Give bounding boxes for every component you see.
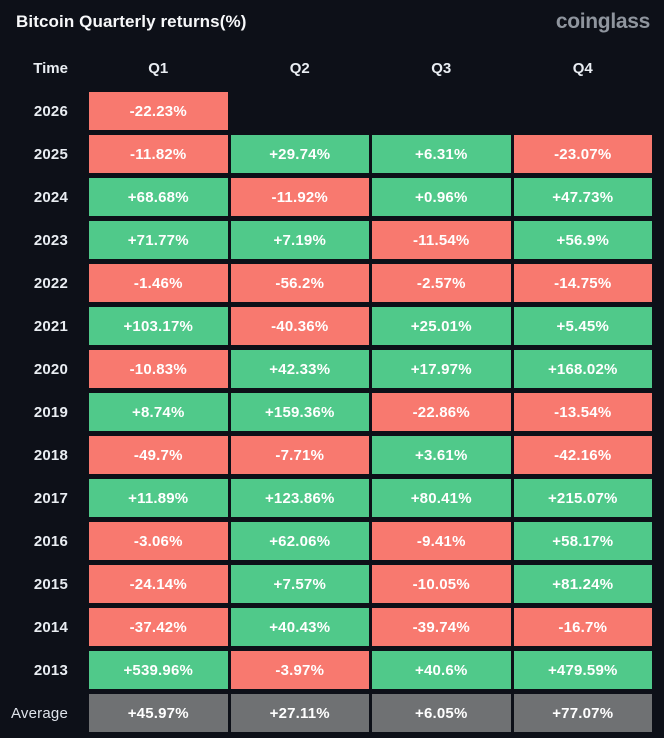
cell-2020-q2: +42.33% [230, 350, 369, 388]
cell-2019-q3: -22.86% [372, 393, 511, 431]
row-label-2024: 2024 [33, 188, 68, 206]
cell-2026-q3-empty [372, 92, 511, 130]
cell-2013-q4: +479.59% [513, 651, 652, 689]
cell-2013-q2: -3.97% [230, 651, 369, 689]
cell-2022-q1: -1.46% [89, 264, 228, 302]
cell-2014-q1: -37.42% [89, 608, 228, 646]
row-label-2025: 2025 [33, 145, 68, 163]
row-label-2020: 2020 [33, 360, 68, 378]
row-label-2015: 2015 [33, 575, 68, 593]
cell-2018-q3: +3.61% [372, 436, 511, 474]
coinglass-logo: coinglass [555, 9, 650, 33]
cell-2019-q4: -13.54% [513, 393, 652, 431]
cell-2017-q3: +80.41% [372, 479, 511, 517]
cell-2018-q2: -7.71% [230, 436, 369, 474]
row-label-2013: 2013 [33, 661, 68, 679]
page-title: Bitcoin Quarterly returns(%) [16, 11, 247, 31]
cell-2020-q3: +17.97% [372, 350, 511, 388]
cell-2017-q4: +215.07% [513, 479, 652, 517]
cell-2014-q4: -16.7% [513, 608, 652, 646]
cell-2021-q3: +25.01% [372, 307, 511, 345]
cell-2015-q4: +81.24% [513, 565, 652, 603]
column-header-time: Time [33, 59, 68, 77]
cell-2014-q2: +40.43% [230, 608, 369, 646]
cell-2021-q4: +5.45% [513, 307, 652, 345]
column-header-q3: Q3 [431, 59, 452, 77]
cell-2017-q1: +11.89% [89, 479, 228, 517]
cell-2023-q4: +56.9% [513, 221, 652, 259]
cell-2019-q1: +8.74% [89, 393, 228, 431]
column-header-q1: Q1 [148, 59, 169, 77]
cell-2021-q1: +103.17% [89, 307, 228, 345]
cell-2024-q4: +47.73% [513, 178, 652, 216]
row-label-average: Average [11, 704, 68, 722]
row-label-2023: 2023 [33, 231, 68, 249]
row-label-2014: 2014 [33, 618, 68, 636]
cell-2020-q1: -10.83% [89, 350, 228, 388]
cell-average-q1: +45.97% [89, 694, 228, 732]
row-label-2022: 2022 [33, 274, 68, 292]
cell-2019-q2: +159.36% [230, 393, 369, 431]
cell-2020-q4: +168.02% [513, 350, 652, 388]
quarterly-returns-table: Time Q1 Q2 Q3 Q4 2026 -22.23% 2025 -11.82% +29.74… [0, 54, 652, 732]
row-label-2021: 2021 [33, 317, 68, 335]
cell-2023-q1: +71.77% [89, 221, 228, 259]
row-label-2018: 2018 [33, 446, 68, 464]
header-bar: Bitcoin Quarterly returns(%) coinglass [0, 0, 664, 34]
cell-2013-q3: +40.6% [372, 651, 511, 689]
cell-2023-q3: -11.54% [372, 221, 511, 259]
cell-2022-q3: -2.57% [372, 264, 511, 302]
cell-2014-q3: -39.74% [372, 608, 511, 646]
cell-2016-q3: -9.41% [372, 522, 511, 560]
cell-2025-q1: -11.82% [89, 135, 228, 173]
cell-2025-q4: -23.07% [513, 135, 652, 173]
row-label-2016: 2016 [33, 532, 68, 550]
row-label-2026: 2026 [33, 102, 68, 120]
cell-2024-q2: -11.92% [230, 178, 369, 216]
cell-2025-q3: +6.31% [372, 135, 511, 173]
cell-2026-q2-empty [231, 92, 370, 130]
cell-2023-q2: +7.19% [230, 221, 369, 259]
cell-average-q3: +6.05% [372, 694, 511, 732]
cell-2016-q4: +58.17% [513, 522, 652, 560]
cell-2016-q1: -3.06% [89, 522, 228, 560]
column-header-q4: Q4 [572, 59, 593, 77]
cell-2024-q1: +68.68% [89, 178, 228, 216]
row-label-2019: 2019 [33, 403, 68, 421]
cell-2026-q1: -22.23% [89, 92, 228, 130]
cell-2015-q2: +7.57% [230, 565, 369, 603]
cell-2015-q1: -24.14% [89, 565, 228, 603]
cell-2021-q2: -40.36% [230, 307, 369, 345]
cell-2018-q4: -42.16% [513, 436, 652, 474]
cell-2026-q4-empty [514, 92, 653, 130]
cell-2016-q2: +62.06% [230, 522, 369, 560]
cell-2018-q1: -49.7% [89, 436, 228, 474]
cell-2017-q2: +123.86% [230, 479, 369, 517]
cell-2022-q4: -14.75% [513, 264, 652, 302]
column-header-q2: Q2 [289, 59, 310, 77]
cell-2022-q2: -56.2% [230, 264, 369, 302]
cell-2015-q3: -10.05% [372, 565, 511, 603]
cell-2013-q1: +539.96% [89, 651, 228, 689]
cell-average-q2: +27.11% [230, 694, 369, 732]
cell-2024-q3: +0.96% [372, 178, 511, 216]
cell-average-q4: +77.07% [513, 694, 652, 732]
cell-2025-q2: +29.74% [230, 135, 369, 173]
row-label-2017: 2017 [33, 489, 68, 507]
